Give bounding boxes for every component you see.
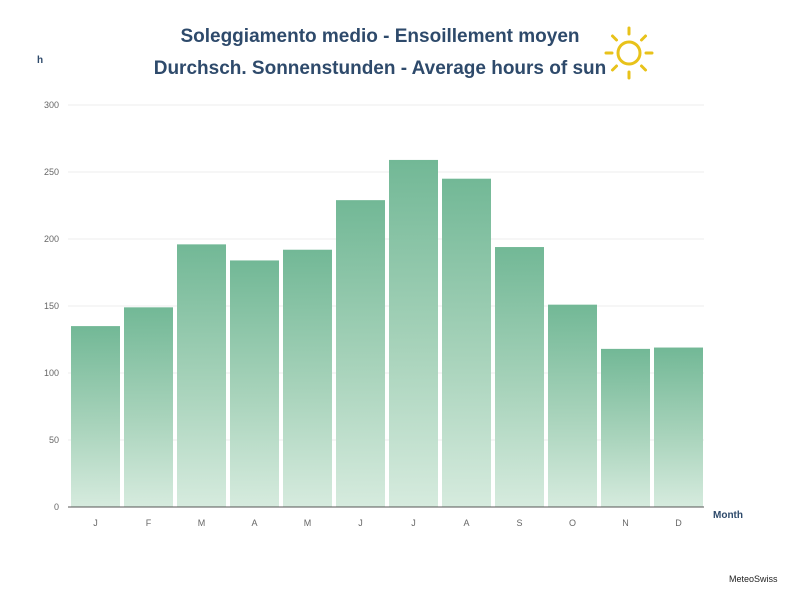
credit-text: MeteoSwiss bbox=[729, 574, 778, 584]
x-axis-label: Month bbox=[713, 510, 743, 521]
bar-0 bbox=[71, 326, 120, 507]
chart-title-line-1: Soleggiamento medio - Ensoillement moyen bbox=[180, 26, 580, 47]
y-tick-label: 250 bbox=[44, 167, 59, 177]
y-tick-label: 100 bbox=[44, 368, 59, 378]
x-tick-label: N bbox=[622, 518, 629, 528]
y-tick-label: 0 bbox=[54, 502, 59, 512]
bar-5 bbox=[336, 200, 385, 507]
bar-11 bbox=[654, 347, 703, 507]
bar-7 bbox=[442, 178, 491, 507]
sun-icon bbox=[604, 26, 654, 80]
x-tick-label: J bbox=[358, 518, 363, 528]
x-tick-label: O bbox=[569, 518, 576, 528]
x-tick-label: D bbox=[675, 518, 682, 528]
bar-3 bbox=[230, 260, 279, 507]
x-tick-label: M bbox=[198, 518, 206, 528]
y-tick-label: 150 bbox=[44, 301, 59, 311]
x-tick-label: A bbox=[251, 518, 257, 528]
bar-2 bbox=[177, 244, 226, 508]
x-tick-label: M bbox=[304, 518, 312, 528]
y-axis-unit: h bbox=[37, 55, 44, 66]
bar-8 bbox=[495, 247, 544, 508]
x-tick-label: S bbox=[516, 518, 522, 528]
y-tick-label: 200 bbox=[44, 234, 59, 244]
bar-10 bbox=[601, 348, 650, 507]
bar-1 bbox=[124, 307, 173, 507]
x-tick-label: F bbox=[146, 518, 152, 528]
y-tick-label: 300 bbox=[44, 100, 59, 110]
x-tick-label: A bbox=[463, 518, 469, 528]
y-tick-label: 50 bbox=[49, 435, 59, 445]
chart-title-line-2: Durchsch. Sonnenstunden - Average hours … bbox=[153, 58, 607, 79]
bar-4 bbox=[283, 249, 332, 507]
bar-9 bbox=[548, 304, 597, 507]
bar-6 bbox=[389, 159, 438, 507]
x-tick-label: J bbox=[411, 518, 416, 528]
x-tick-label: J bbox=[93, 518, 98, 528]
